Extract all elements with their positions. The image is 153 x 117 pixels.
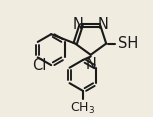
Text: Cl: Cl bbox=[32, 58, 47, 73]
Text: N: N bbox=[85, 57, 96, 71]
Text: N: N bbox=[73, 17, 84, 32]
Text: SH: SH bbox=[118, 36, 138, 51]
Text: N: N bbox=[97, 17, 108, 32]
Text: CH$_3$: CH$_3$ bbox=[70, 101, 95, 116]
